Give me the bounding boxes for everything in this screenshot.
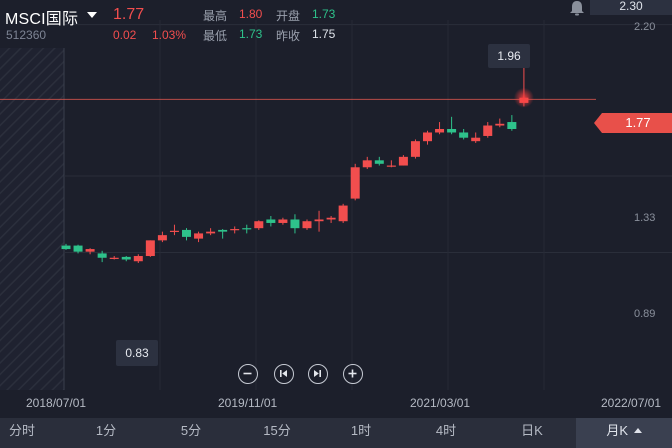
instrument-name[interactable]: MSCI国际 (5, 11, 79, 28)
tab-1min[interactable]: 1分 (95, 423, 117, 438)
tab-daily[interactable]: 日K (521, 423, 543, 438)
candle-body (254, 221, 264, 229)
candle-body (121, 256, 131, 260)
candle-body (133, 256, 143, 262)
max-price-marker: 1.96 (488, 44, 530, 68)
candle-body (218, 229, 228, 232)
tab-time-share[interactable]: 分时 (8, 423, 35, 438)
top-price-box: 2.30 (590, 0, 672, 15)
high-value: 1.80 (239, 7, 263, 21)
candle-body (398, 156, 408, 166)
candle-body (278, 219, 288, 223)
candle-body (206, 231, 216, 234)
period-tab-bar: 分时 1分 5分 15分 1时 4时 日K 月K (0, 418, 672, 448)
open-label: 开盘 (276, 9, 301, 23)
prev-icon (280, 370, 287, 377)
candle-body (169, 230, 179, 232)
candle-body (507, 122, 517, 129)
candles (61, 66, 529, 263)
candle-body (362, 160, 372, 168)
current-price-tag (594, 113, 672, 133)
y-tick-label: 1.33 (634, 212, 656, 224)
candle-body (326, 217, 336, 220)
candle-body (302, 221, 312, 229)
next-button[interactable] (308, 364, 328, 384)
candle-body (266, 219, 276, 223)
candle-body (435, 129, 445, 133)
candle-body (290, 219, 300, 229)
candle-body (314, 219, 324, 222)
prev-close-label: 昨收 (276, 29, 301, 43)
x-tick-label: 2019/11/01 (218, 396, 278, 410)
candle-body (350, 167, 360, 199)
current-price-tag-value: 1.77 (625, 115, 651, 130)
candle-body (73, 245, 83, 252)
last-price: 1.77 (113, 6, 145, 23)
y-tick-label: 2.20 (634, 21, 656, 33)
candle-body (459, 132, 469, 138)
candlestick-chart[interactable] (0, 0, 672, 418)
candle-body (483, 125, 493, 136)
tab-1hour[interactable]: 1时 (350, 423, 372, 438)
candle-body (495, 123, 505, 126)
last-candle-glow (513, 87, 534, 108)
candle-body (423, 132, 432, 142)
low-label: 最低 (203, 29, 228, 43)
y-tick-label: 0.89 (634, 308, 656, 320)
caret-down-icon[interactable] (87, 12, 97, 18)
candle-body (157, 235, 167, 241)
x-tick-label: 2022/07/01 (601, 396, 662, 410)
zoom-in-icon (348, 369, 357, 378)
bell-icon[interactable] (566, 0, 588, 16)
x-tick-label: 2021/03/01 (410, 396, 471, 410)
instrument-code: 512360 (6, 28, 47, 42)
high-label: 最高 (203, 9, 228, 23)
zoom-in-button[interactable] (343, 364, 363, 384)
candle-body (97, 253, 107, 258)
candle-body (109, 257, 119, 259)
candle-body (194, 233, 204, 239)
x-tick-label: 2018/07/01 (26, 396, 87, 410)
low-value: 1.73 (239, 27, 263, 41)
candle-body (447, 129, 457, 133)
candle-body (145, 240, 155, 257)
tab-monthly[interactable]: 月K (576, 418, 672, 448)
candle-body (242, 228, 252, 230)
price-change: 0.02 (113, 28, 137, 42)
price-change-pct: 1.03% (152, 28, 187, 42)
tab-15min[interactable]: 15分 (263, 423, 291, 438)
candle-body (410, 141, 420, 157)
tab-monthly-label: 月K (606, 423, 629, 438)
min-price-marker: 0.83 (116, 340, 158, 366)
tab-4hour[interactable]: 4时 (435, 423, 457, 438)
candle-body (471, 137, 481, 142)
pre-listing-hatch (0, 48, 64, 390)
candle-body (338, 205, 348, 222)
candle-body (230, 229, 240, 231)
caret-up-icon (633, 428, 642, 433)
zoom-out-icon (243, 372, 252, 375)
prev-button[interactable] (274, 364, 294, 384)
candle-body (374, 160, 384, 164)
candle-body (85, 249, 95, 252)
open-value: 1.73 (312, 7, 336, 21)
chart-grid (64, 20, 672, 390)
zoom-out-button[interactable] (238, 364, 258, 384)
tab-5min[interactable]: 5分 (180, 423, 202, 438)
candle-body (61, 245, 71, 250)
candle-body (386, 165, 396, 167)
candle-body (182, 229, 191, 237)
prev-close-value: 1.75 (312, 27, 336, 41)
next-icon (314, 370, 321, 377)
